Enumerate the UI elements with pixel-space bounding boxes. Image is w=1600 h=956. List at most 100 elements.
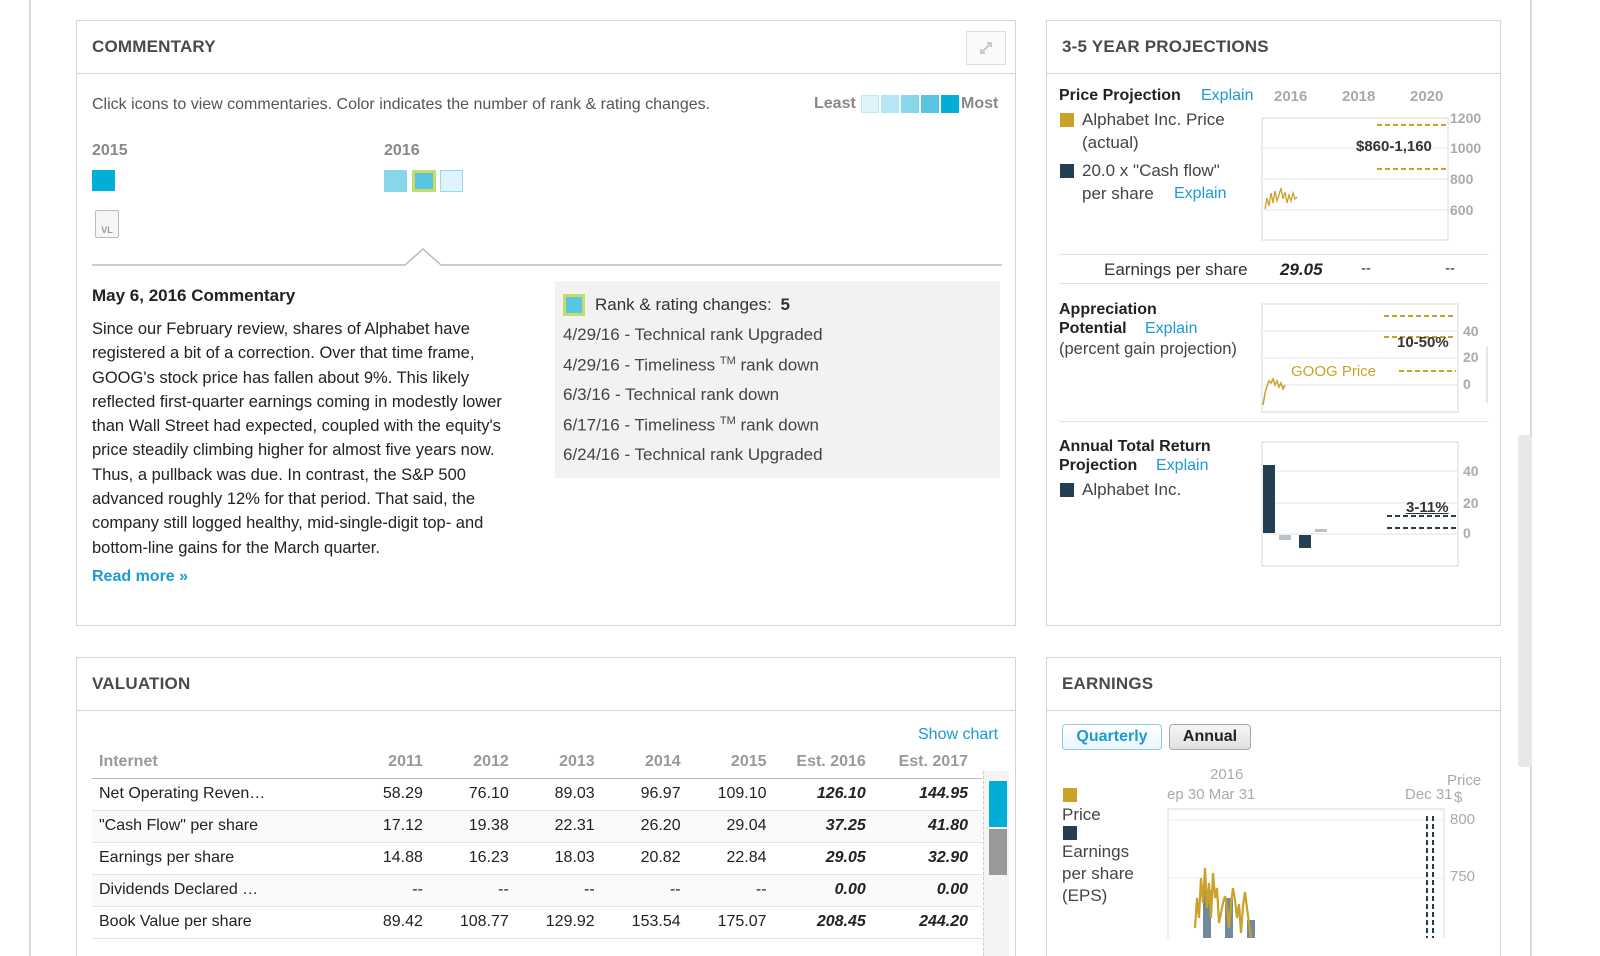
legend-price-swatch (1063, 788, 1077, 802)
price-projection-chart (1261, 117, 1449, 241)
earnings-date-left: ep 30 Mar 31 (1167, 786, 1256, 803)
table-row[interactable]: Dividends Declared … -- -- -- -- -- 0.00… (92, 874, 982, 907)
atr-axis-20: 20 (1463, 495, 1479, 511)
atr-range: 3-11% (1406, 499, 1449, 516)
goog-price-label: GOOG Price (1291, 363, 1377, 380)
page-scrollbar[interactable] (1518, 435, 1532, 767)
valuation-title: VALUATION (92, 674, 191, 693)
tab-quarterly[interactable]: Quarterly (1062, 724, 1162, 750)
legend-swatch-5 (941, 95, 959, 113)
change-item: 6/3/16 - Technical rank down (563, 385, 780, 404)
earnings-axis-800: 800 (1450, 811, 1476, 828)
timeline-divider (92, 247, 1002, 266)
atr-legend-label: Alphabet Inc. (1082, 480, 1182, 499)
rank-changes-label: Rank & rating changes: (595, 295, 772, 314)
legend-swatch-2 (881, 95, 899, 113)
cashflow-explain-link[interactable]: Explain (1174, 185, 1227, 202)
projections-header: 3-5 YEAR PROJECTIONS (1047, 21, 1500, 74)
price-projection-explain-link[interactable]: Explain (1201, 87, 1254, 104)
change-item: 6/17/16 - Timeliness TM rank down (563, 415, 819, 435)
col-header: Est. 2017 (879, 746, 982, 779)
change-item: 4/29/16 - Timeliness TM rank down (563, 355, 819, 375)
col-header: 2013 (522, 746, 609, 779)
legend-least: Least (814, 95, 856, 112)
table-row[interactable]: "Cash Flow" per share 17.12 19.38 22.31 … (92, 810, 982, 843)
show-chart-link[interactable]: Show chart (918, 726, 999, 743)
table-row[interactable]: Book Value per share 89.42 108.77 129.92… (92, 906, 982, 939)
earnings-chart (1167, 808, 1445, 938)
appreciation-subtitle: (percent gain projection) (1059, 340, 1237, 358)
price-range-label: $860-1,160 (1356, 138, 1432, 155)
commentary-icon-2015[interactable] (92, 170, 115, 191)
legend-cashflow-swatch (1060, 164, 1074, 178)
valuation-sparkline-column (983, 771, 1009, 956)
legend-swatch-4 (921, 95, 939, 113)
legend-most: Most (961, 95, 999, 112)
vl-report-icon[interactable]: VL (95, 210, 119, 238)
legend-eps-swatch (1063, 826, 1077, 840)
commentary-heading: May 6, 2016 Commentary (92, 286, 296, 305)
atr-explain-link[interactable]: Explain (1156, 457, 1209, 474)
table-row[interactable]: Net Operating Reven… 58.29 76.10 89.03 9… (92, 778, 982, 811)
page-border-left (29, 0, 31, 956)
price-axis-1000: 1000 (1450, 140, 1482, 156)
legend-eps-l3: (EPS) (1062, 886, 1108, 905)
tab-annual[interactable]: Annual (1169, 724, 1251, 750)
legend-cashflow-line2: per share (1082, 184, 1154, 203)
legend-price-label: Price (1062, 805, 1101, 824)
atr-title-l2: Projection (1059, 457, 1138, 474)
eps-dash-2018: -- (1361, 260, 1371, 277)
appreciation-explain-link[interactable]: Explain (1145, 320, 1198, 337)
earnings-year: 2016 (1210, 766, 1244, 783)
earnings-title: EARNINGS (1062, 674, 1154, 693)
valuation-header: VALUATION (77, 658, 1015, 711)
eps-dash-2020: -- (1445, 260, 1455, 277)
atr-axis-0: 0 (1463, 525, 1471, 541)
year-2015-label: 2015 (92, 142, 128, 159)
read-more-link[interactable]: Read more » (92, 568, 189, 585)
earnings-panel: EARNINGS Quarterly Annual Price Earnings… (1046, 657, 1501, 956)
price-axis-600: 600 (1450, 202, 1474, 218)
commentary-title: COMMENTARY (92, 37, 216, 56)
price-axis-800: 800 (1450, 171, 1474, 187)
commentary-icon-2016-2-selected[interactable] (412, 170, 436, 192)
eps-row-divider-bottom (1059, 283, 1489, 284)
valuation-panel: VALUATION Show chart Internet 2011 2012 … (76, 657, 1016, 956)
change-item: 4/29/16 - Technical rank Upgraded (563, 325, 823, 344)
valuation-bar-gray (989, 829, 1007, 875)
price-axis-1200: 1200 (1450, 110, 1482, 126)
commentary-icon-2016-1[interactable] (384, 170, 407, 192)
col-header: 2012 (436, 746, 523, 779)
eps-row-divider (1059, 254, 1489, 255)
commentary-icon-2016-3[interactable] (440, 170, 463, 192)
appreciation-axis-20: 20 (1463, 349, 1479, 365)
appreciation-title-l2: Potential (1059, 320, 1127, 337)
legend-price-swatch (1060, 113, 1074, 127)
change-item: 6/24/16 - Technical rank Upgraded (563, 445, 823, 464)
atr-divider (1059, 421, 1489, 422)
earnings-price-axis-unit: $ (1454, 789, 1463, 806)
atr-legend-swatch (1060, 483, 1074, 497)
appreciation-axis-0: 0 (1463, 376, 1471, 392)
commentary-panel: COMMENTARY Click icons to view commentar… (76, 20, 1016, 626)
expand-button[interactable] (966, 31, 1006, 65)
commentary-body: Since our February review, shares of Alp… (92, 320, 502, 557)
col-header: 2011 (351, 746, 437, 779)
legend-price-line1: Alphabet Inc. Price (1082, 110, 1225, 129)
earnings-axis-750: 750 (1450, 868, 1476, 885)
earnings-header: EARNINGS (1047, 658, 1500, 711)
atr-chart (1261, 441, 1459, 567)
projections-title: 3-5 YEAR PROJECTIONS (1062, 37, 1269, 56)
valuation-header-row: Internet 2011 2012 2013 2014 2015 Est. 2… (92, 746, 982, 779)
legend-swatch-1 (861, 95, 879, 113)
col-header: 2015 (694, 746, 781, 779)
appreciation-chart (1261, 303, 1488, 413)
eps-value: 29.05 (1280, 260, 1323, 279)
expand-icon (980, 42, 992, 54)
atr-axis-40: 40 (1463, 463, 1479, 479)
legend-price-line2: (actual) (1082, 133, 1139, 152)
price-projection-title: Price Projection (1059, 87, 1181, 104)
table-row[interactable]: Earnings per share 14.88 16.23 18.03 20.… (92, 842, 982, 875)
vl-report-label: VL (101, 225, 113, 235)
eps-label: Earnings per share (1104, 260, 1248, 279)
